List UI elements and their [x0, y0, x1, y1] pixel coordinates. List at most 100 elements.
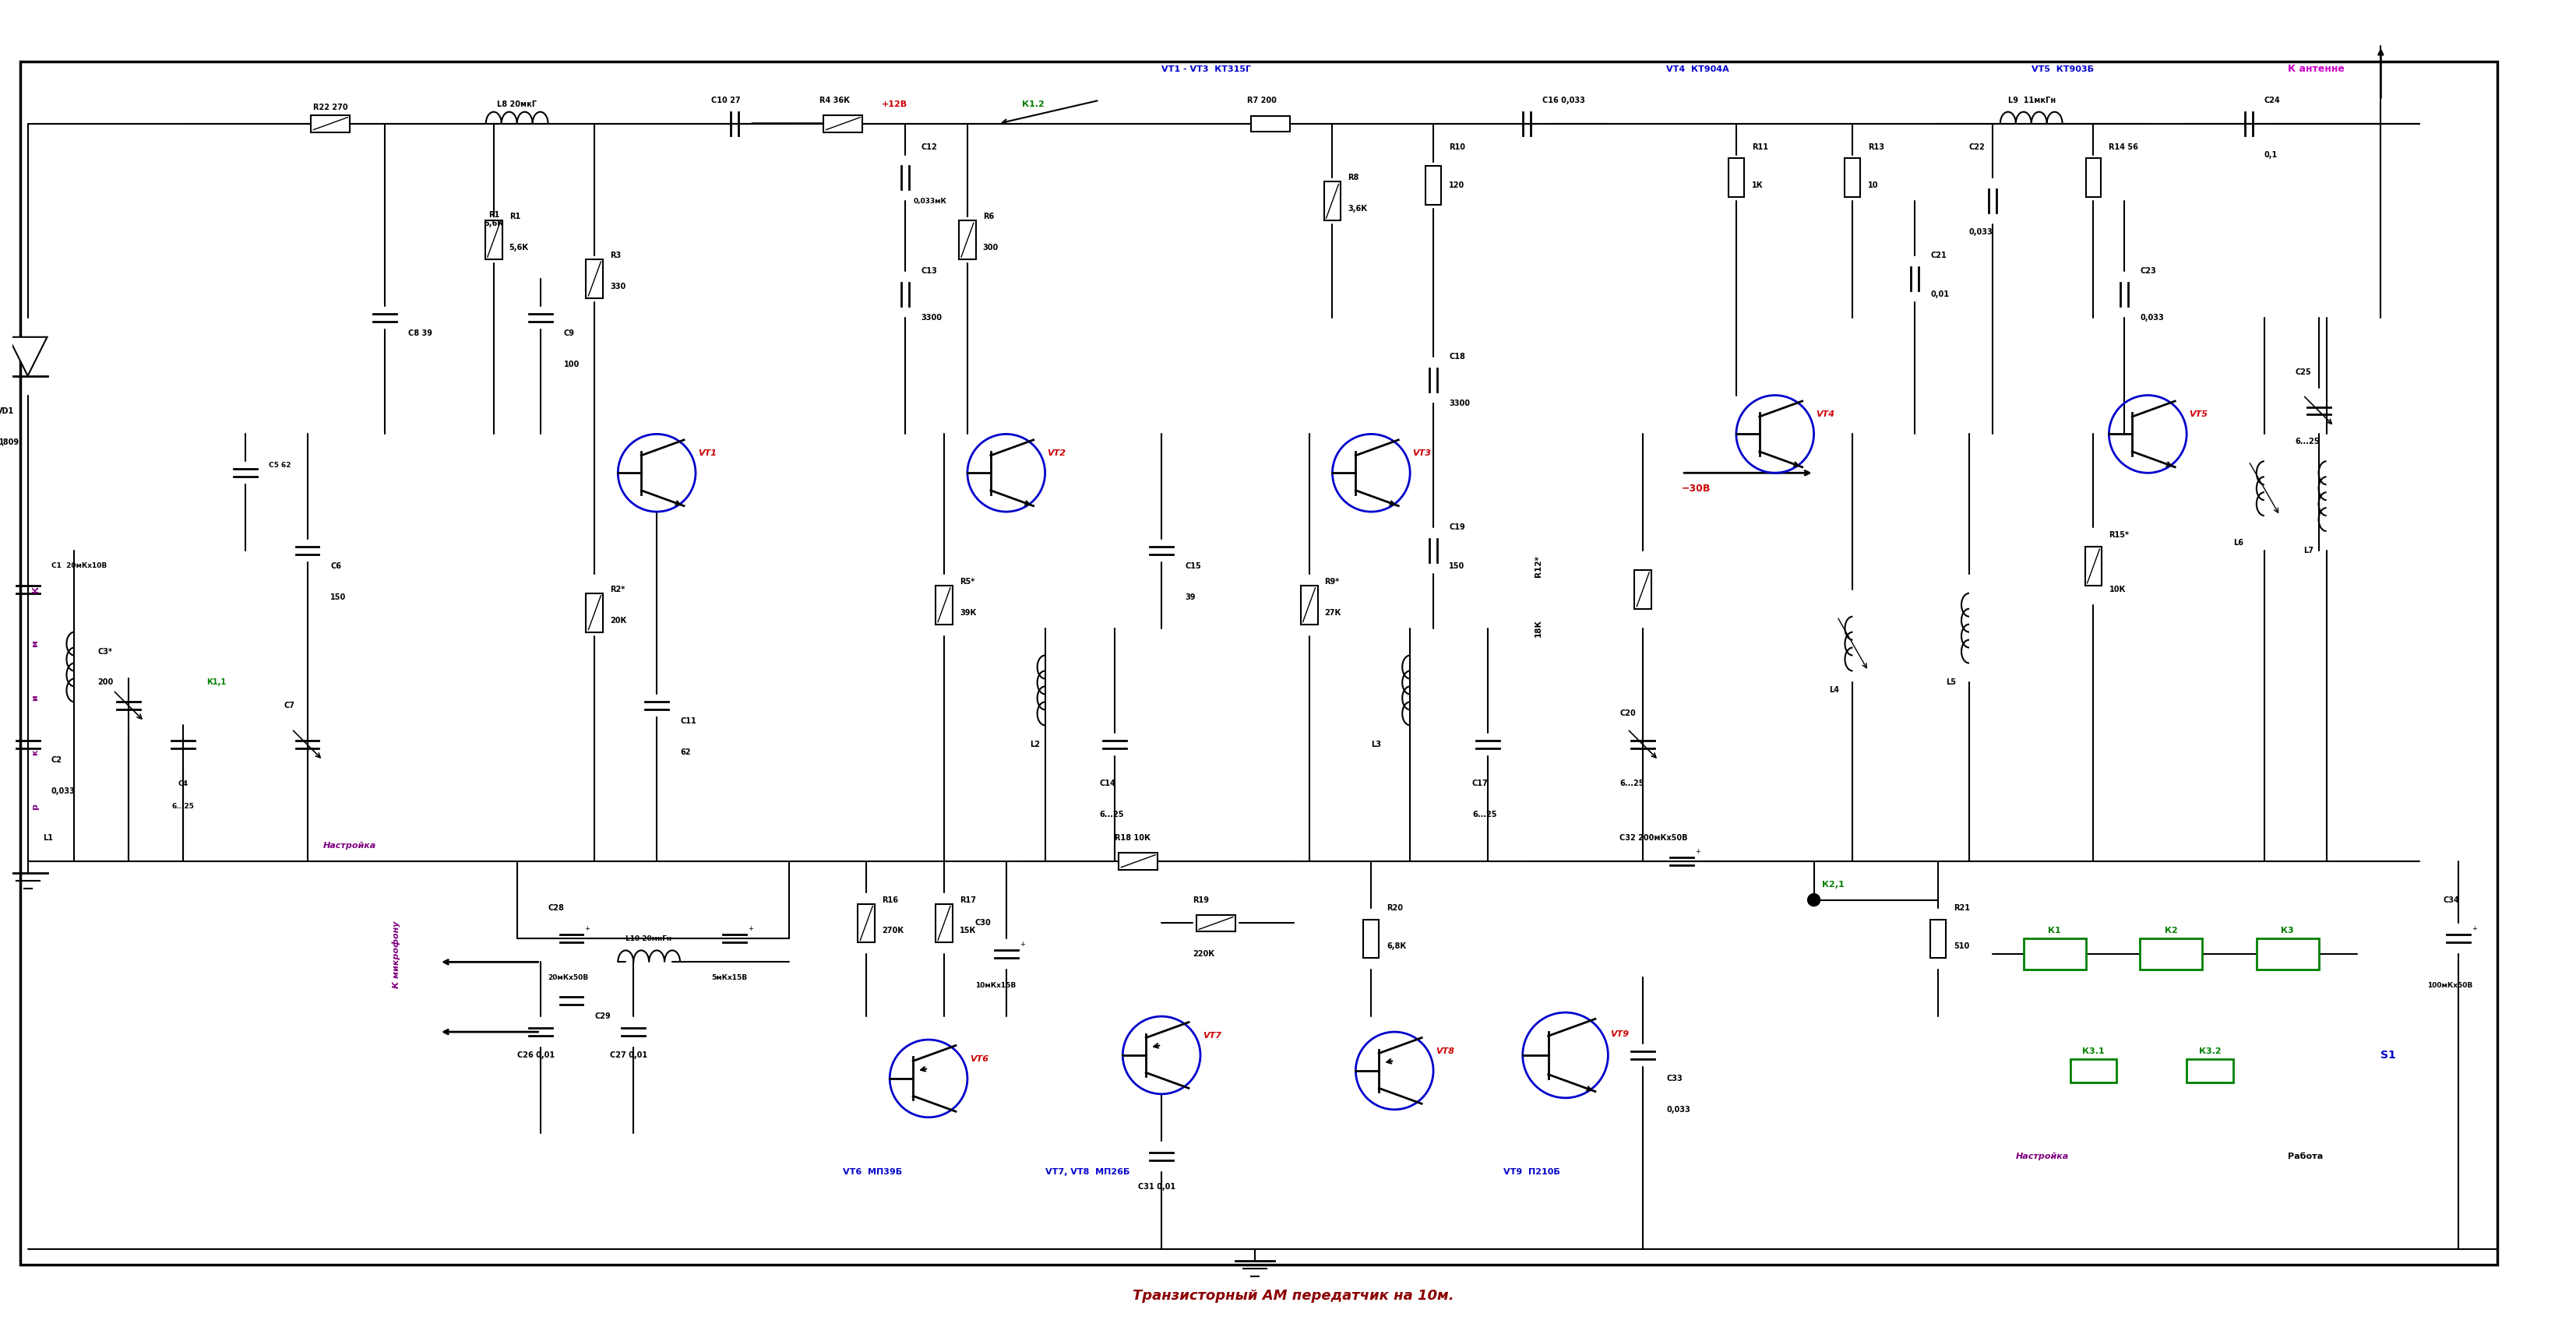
Text: к: к [31, 750, 39, 755]
Bar [1301, 586, 1319, 624]
Text: L6: L6 [2233, 539, 2244, 547]
Text: 220К: 220К [1193, 950, 1213, 958]
Text: 15К: 15К [961, 927, 976, 935]
Bar [858, 904, 876, 943]
Text: 6...25: 6...25 [1100, 811, 1123, 818]
Text: 6...25: 6...25 [1620, 779, 1643, 787]
Text: R1: R1 [510, 213, 520, 220]
Text: R16: R16 [881, 896, 899, 904]
Text: VT5: VT5 [2190, 411, 2208, 419]
Bar [1195, 915, 1236, 931]
Text: VT4  КТ904А: VT4 КТ904А [1667, 65, 1728, 73]
Text: 10К: 10К [2110, 586, 2125, 594]
Text: 18К: 18К [1535, 619, 1543, 638]
Text: 0,01: 0,01 [1929, 291, 1950, 299]
Text: C27 0,01: C27 0,01 [611, 1051, 647, 1059]
Text: 39К: 39К [961, 608, 976, 616]
Text: VT2: VT2 [1048, 450, 1066, 458]
Circle shape [1808, 894, 1821, 906]
Text: 3,6К: 3,6К [1347, 205, 1368, 213]
Text: C18: C18 [1448, 352, 1466, 360]
Bar [312, 115, 350, 132]
Bar [2087, 159, 2102, 197]
Text: C28: C28 [549, 903, 564, 911]
Bar [1118, 852, 1157, 870]
Text: К антенне: К антенне [2287, 64, 2344, 75]
Text: R1
5,6К: R1 5,6К [484, 211, 502, 228]
Text: 330: 330 [611, 283, 626, 291]
Bar [1363, 919, 1378, 958]
Text: L1: L1 [44, 834, 54, 842]
Bar [958, 220, 976, 259]
Text: 0,033: 0,033 [52, 787, 75, 795]
Text: R14 56: R14 56 [2110, 143, 2138, 151]
Text: C13: C13 [920, 267, 938, 275]
Text: C1  20мКх10В: C1 20мКх10В [52, 563, 106, 570]
Text: +: + [2470, 926, 2478, 932]
Bar [1324, 181, 1342, 220]
Bar [1252, 116, 1291, 131]
Text: 6,8К: 6,8К [1386, 943, 1406, 950]
Text: L7: L7 [2303, 547, 2313, 555]
Text: К микрофону: К микрофону [392, 920, 399, 988]
Text: 62: 62 [680, 748, 690, 756]
Text: R15*: R15* [2110, 531, 2130, 539]
Text: 0,033: 0,033 [1667, 1106, 1690, 1114]
Bar [587, 594, 603, 632]
Bar [2257, 939, 2318, 970]
Text: R9*: R9* [1324, 578, 1340, 586]
Text: C7: C7 [283, 702, 294, 710]
Text: C31 0,01: C31 0,01 [1139, 1183, 1175, 1191]
Text: VT6: VT6 [969, 1055, 989, 1063]
Text: 27К: 27К [1324, 608, 1342, 616]
Text: C22: C22 [1968, 143, 1986, 151]
Bar [587, 259, 603, 299]
Text: −30В: −30В [1682, 483, 1710, 494]
Text: C33: C33 [1667, 1075, 1682, 1082]
Text: 20К: 20К [611, 616, 626, 624]
Text: Работа: Работа [2287, 1153, 2324, 1161]
Text: L10 20мкГн: L10 20мкГн [626, 935, 672, 942]
Text: 300: 300 [984, 244, 999, 252]
Text: 10мКх15В: 10мКх15В [976, 982, 1015, 988]
Text: 0,033мК: 0,033мК [912, 197, 945, 204]
Text: R5*: R5* [961, 578, 974, 586]
Text: 10: 10 [1868, 181, 1878, 189]
Text: VT3: VT3 [1412, 450, 1432, 458]
Text: R10: R10 [1448, 143, 1466, 151]
Text: R19: R19 [1193, 896, 1208, 904]
Text: R8: R8 [1347, 173, 1360, 181]
Text: R22 270: R22 270 [314, 103, 348, 111]
Text: 120: 120 [1448, 181, 1466, 189]
Text: 5мКх15В: 5мКх15В [711, 974, 747, 980]
Bar [2071, 1059, 2117, 1082]
Text: C26 0,01: C26 0,01 [518, 1051, 554, 1059]
Text: 39: 39 [1185, 594, 1195, 602]
Text: +: + [585, 926, 590, 932]
Text: R7 200: R7 200 [1247, 96, 1278, 104]
Text: К3.1: К3.1 [2081, 1047, 2105, 1055]
Text: К3.2: К3.2 [2200, 1047, 2221, 1055]
Bar [935, 586, 953, 624]
Text: 3300: 3300 [1448, 399, 1471, 407]
Bar [824, 115, 863, 132]
Text: R18 10К: R18 10К [1115, 834, 1151, 842]
Text: VT5  КТ903Б: VT5 КТ903Б [2032, 65, 2094, 73]
Text: C16 0,033: C16 0,033 [1543, 96, 1584, 104]
Text: C32 200мКх50В: C32 200мКх50В [1620, 834, 1687, 842]
Text: 150: 150 [1448, 562, 1466, 570]
Text: 200: 200 [98, 679, 113, 687]
Text: VT1 - VT3  КТ315Г: VT1 - VT3 КТ315Г [1162, 65, 1252, 73]
Text: VT9: VT9 [1610, 1030, 1628, 1038]
Text: +: + [1020, 940, 1025, 948]
Text: L8 20мкГ: L8 20мкГ [497, 100, 536, 108]
Text: VD1: VD1 [0, 407, 13, 415]
Text: +: + [747, 926, 752, 932]
Text: К1,1: К1,1 [206, 679, 227, 687]
Text: R6: R6 [984, 213, 994, 220]
Text: C14: C14 [1100, 779, 1115, 787]
Bar [1636, 570, 1651, 608]
Text: R12*: R12* [1535, 555, 1543, 576]
Bar [2187, 1059, 2233, 1082]
Text: C20: C20 [1620, 710, 1636, 718]
